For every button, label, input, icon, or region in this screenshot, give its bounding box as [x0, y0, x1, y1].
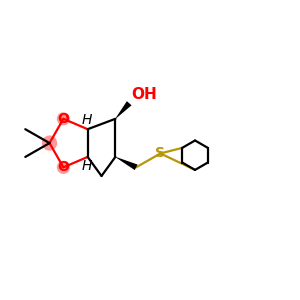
Text: O: O — [58, 112, 69, 126]
Text: O: O — [58, 160, 69, 174]
Text: S: S — [155, 146, 165, 161]
Circle shape — [42, 136, 57, 151]
Polygon shape — [115, 101, 131, 119]
Polygon shape — [115, 157, 137, 170]
Circle shape — [57, 161, 70, 174]
Text: OH: OH — [131, 86, 157, 101]
Text: H: H — [82, 160, 92, 173]
Circle shape — [57, 112, 70, 125]
Text: H: H — [82, 113, 92, 127]
